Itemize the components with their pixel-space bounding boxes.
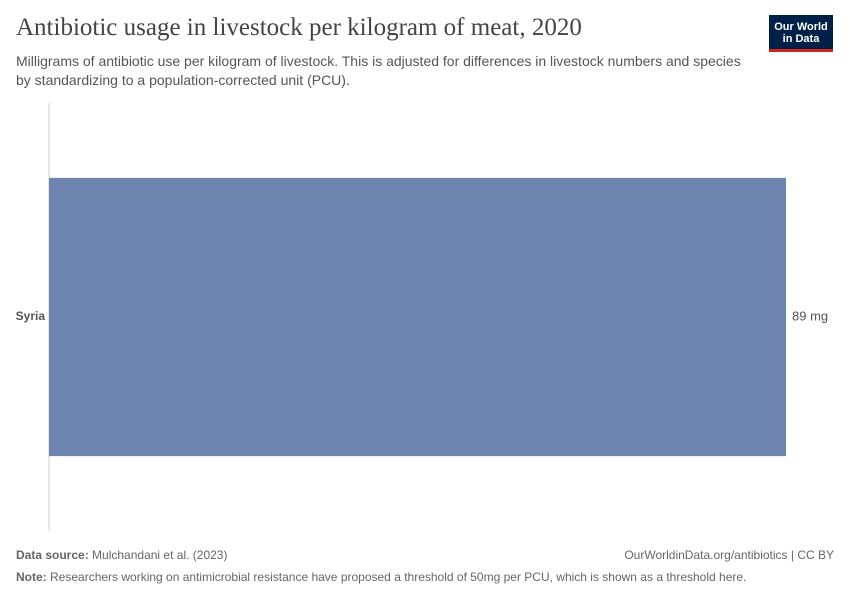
source-text: Mulchandani et al. (2023) [92, 548, 228, 562]
chart-title: Antibiotic usage in livestock per kilogr… [16, 14, 582, 41]
category-label: Syria [16, 309, 46, 323]
note-label: Note: [16, 570, 47, 584]
bar [49, 177, 786, 457]
source-label: Data source: [16, 548, 89, 562]
logo-text: in Data [782, 33, 820, 45]
note: Note: Researchers working on antimicrobi… [16, 570, 746, 584]
value-label: 89 mg [792, 308, 828, 323]
chart-subtitle: Milligrams of antibiotic use per kilogra… [16, 53, 741, 88]
logo-text: Our World [774, 21, 828, 33]
chart: Syria 89 mg [16, 103, 828, 531]
logo[interactable]: Our World in Data [769, 15, 833, 52]
source: Data source: Mulchandani et al. (2023) [16, 548, 227, 562]
url[interactable]: OurWorldinData.org/antibiotics | CC BY [624, 548, 834, 562]
note-text: Researchers working on antimicrobial res… [50, 570, 747, 584]
